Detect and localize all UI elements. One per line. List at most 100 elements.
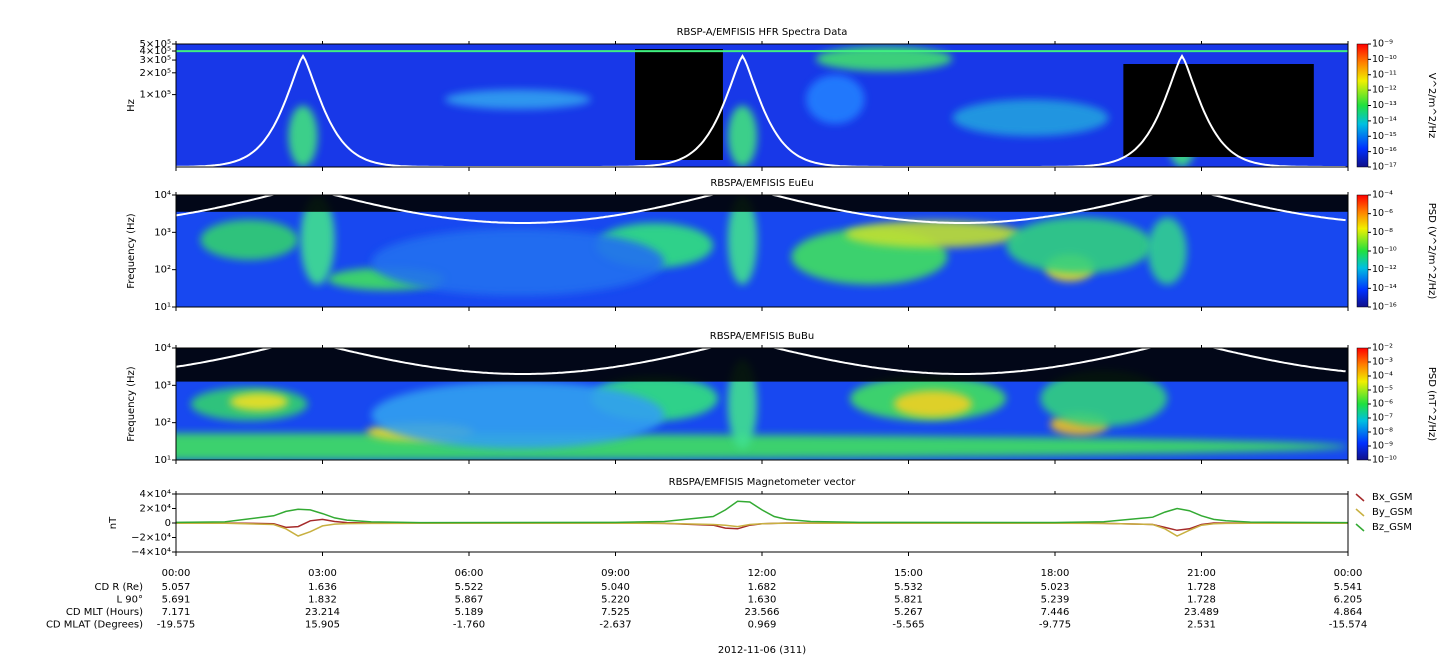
y-tick-label: −4×10⁴ [131,547,171,558]
colorbar-tick-label: 10⁻¹⁶ [1372,302,1397,313]
y-tick-label: 4×10⁴ [140,489,171,500]
spectrogram-feature [815,46,953,72]
x-tick-label: 03:00 [308,568,337,579]
y-tick-label: 5×10⁵ [140,39,171,50]
colorbar-label: PSD (nT^2/Hz) [1426,367,1437,441]
spectrogram-feature [371,228,665,296]
spectrogram-dark [635,49,723,160]
colorbar-tick-label: 10⁻² [1372,343,1393,354]
colorbar-tick-label: 10⁻⁷ [1372,413,1393,424]
y-axis-label: Frequency (Hz) [126,213,137,289]
ephemeris-value: 5.023 [1041,582,1070,593]
ephemeris-value: 5.267 [894,607,923,618]
spectrogram-feature [727,105,758,167]
y-tick-label: 10¹ [154,455,171,466]
ephemeris-value: 5.532 [894,582,923,593]
y-tick-label: 10² [154,265,171,276]
legend-swatch [1355,523,1365,532]
y-tick-label: 1×10⁵ [140,90,171,101]
ephemeris-value: 1.630 [748,595,777,606]
spectrogram-feature [952,99,1109,137]
ephemeris-value: 5.867 [455,595,484,606]
ephemeris-value: 1.728 [1187,582,1216,593]
plasma-line [176,53,1346,167]
colorbar-tick-label: 10⁻¹⁴ [1372,115,1397,126]
spectrogram-feature [1006,217,1153,274]
ephemeris-value: -19.575 [157,620,196,631]
ephemeris-value: 0.969 [748,620,777,631]
legend-swatch [1355,493,1365,502]
ephemeris-value: 5.220 [601,595,630,606]
y-tick-label: 10¹ [154,302,171,313]
ephemeris-value: 23.566 [745,607,780,618]
ephemeris-value: 5.239 [1041,595,1070,606]
legend-label: Bz_GSM [1372,522,1412,533]
colorbar-tick-label: 10⁻⁹ [1372,39,1393,50]
ephemeris-label: CD R (Re) [95,582,144,593]
data-line [175,500,1349,524]
y-tick-label: 0 [165,518,171,529]
spectrogram-feature [845,220,1021,248]
ephemeris-value: 23.489 [1184,607,1219,618]
ephemeris-label: CD MLAT (Degrees) [46,620,143,631]
ephemeris-value: 15.905 [305,620,340,631]
colorbar-tick-label: 10⁻¹⁵ [1372,131,1397,142]
y-axis-label: nT [108,516,119,529]
ephemeris-value: 7.446 [1041,607,1070,618]
y-tick-label: 2×10⁵ [140,68,171,79]
colorbar-tick-label: 10⁻⁵ [1372,385,1393,396]
colorbar-tick-label: 10⁻⁶ [1372,399,1393,410]
x-tick-label: 00:00 [162,568,191,579]
ephemeris-value: 1.832 [308,595,337,606]
x-tick-label: 09:00 [601,568,630,579]
colorbar-tick-label: 10⁻⁶ [1372,208,1393,219]
ephemeris-value: 1.636 [308,582,337,593]
x-tick-label: 06:00 [455,568,484,579]
spectrogram-dark [176,348,1348,382]
ephemeris-value: 23.214 [305,607,340,618]
x-tick-label: 12:00 [748,568,777,579]
ephemeris-value: 5.057 [162,582,191,593]
x-tick-label: 18:00 [1041,568,1070,579]
colorbar-tick-label: 10⁻¹² [1372,85,1397,96]
x-tick-label: 21:00 [1187,568,1216,579]
ephemeris-value: 5.189 [455,607,484,618]
ephemeris-value: -1.760 [453,620,485,631]
plasma-line [176,348,1346,375]
ephemeris-value: 5.040 [601,582,630,593]
y-tick-label: 4×10⁵ [140,46,171,57]
colorbar [1356,194,1369,308]
spectrogram-feature [288,105,318,167]
date-label: 2012-11-06 (311) [718,645,806,656]
colorbar-tick-label: 10⁻⁹ [1372,441,1393,452]
spectrogram-image [176,348,1348,460]
spectrogram-feature [727,195,758,285]
spectrogram-feature [371,381,665,449]
colorbar-tick-label: 10⁻¹⁴ [1372,283,1397,294]
panel-title: RBSP-A/EMFISIS HFR Spectra Data [677,27,848,38]
colorbar-tick-label: 10⁻⁴ [1372,190,1393,201]
y-tick-label: 10³ [154,380,171,391]
ephemeris-value: 6.205 [1334,595,1363,606]
spectrogram-image [176,195,1348,307]
y-tick-label: 10⁴ [154,343,171,354]
colorbar-tick-label: 10⁻¹⁰ [1372,455,1397,466]
y-axis-label: Hz [126,99,137,112]
colorbar [1356,347,1369,461]
legend-label: By_GSM [1372,507,1413,518]
colorbar-tick-label: 10⁻¹² [1372,264,1397,275]
ephemeris-value: 7.525 [601,607,630,618]
y-axis-label: Frequency (Hz) [126,366,137,442]
spectrogram-feature [200,219,299,260]
y-tick-label: 10³ [154,227,171,238]
ephemeris-value: 5.821 [894,595,923,606]
y-tick-label: −2×10⁴ [131,533,171,544]
ephemeris-value: 5.691 [162,595,191,606]
panel-title: RBSPA/EMFISIS BuBu [710,331,814,342]
colorbar-tick-label: 10⁻¹³ [1372,100,1397,111]
ephemeris-value: 4.864 [1334,607,1363,618]
spectrogram-line [176,50,1348,53]
colorbar-tick-label: 10⁻¹⁰ [1372,54,1397,65]
colorbar-tick-label: 10⁻³ [1372,357,1393,368]
